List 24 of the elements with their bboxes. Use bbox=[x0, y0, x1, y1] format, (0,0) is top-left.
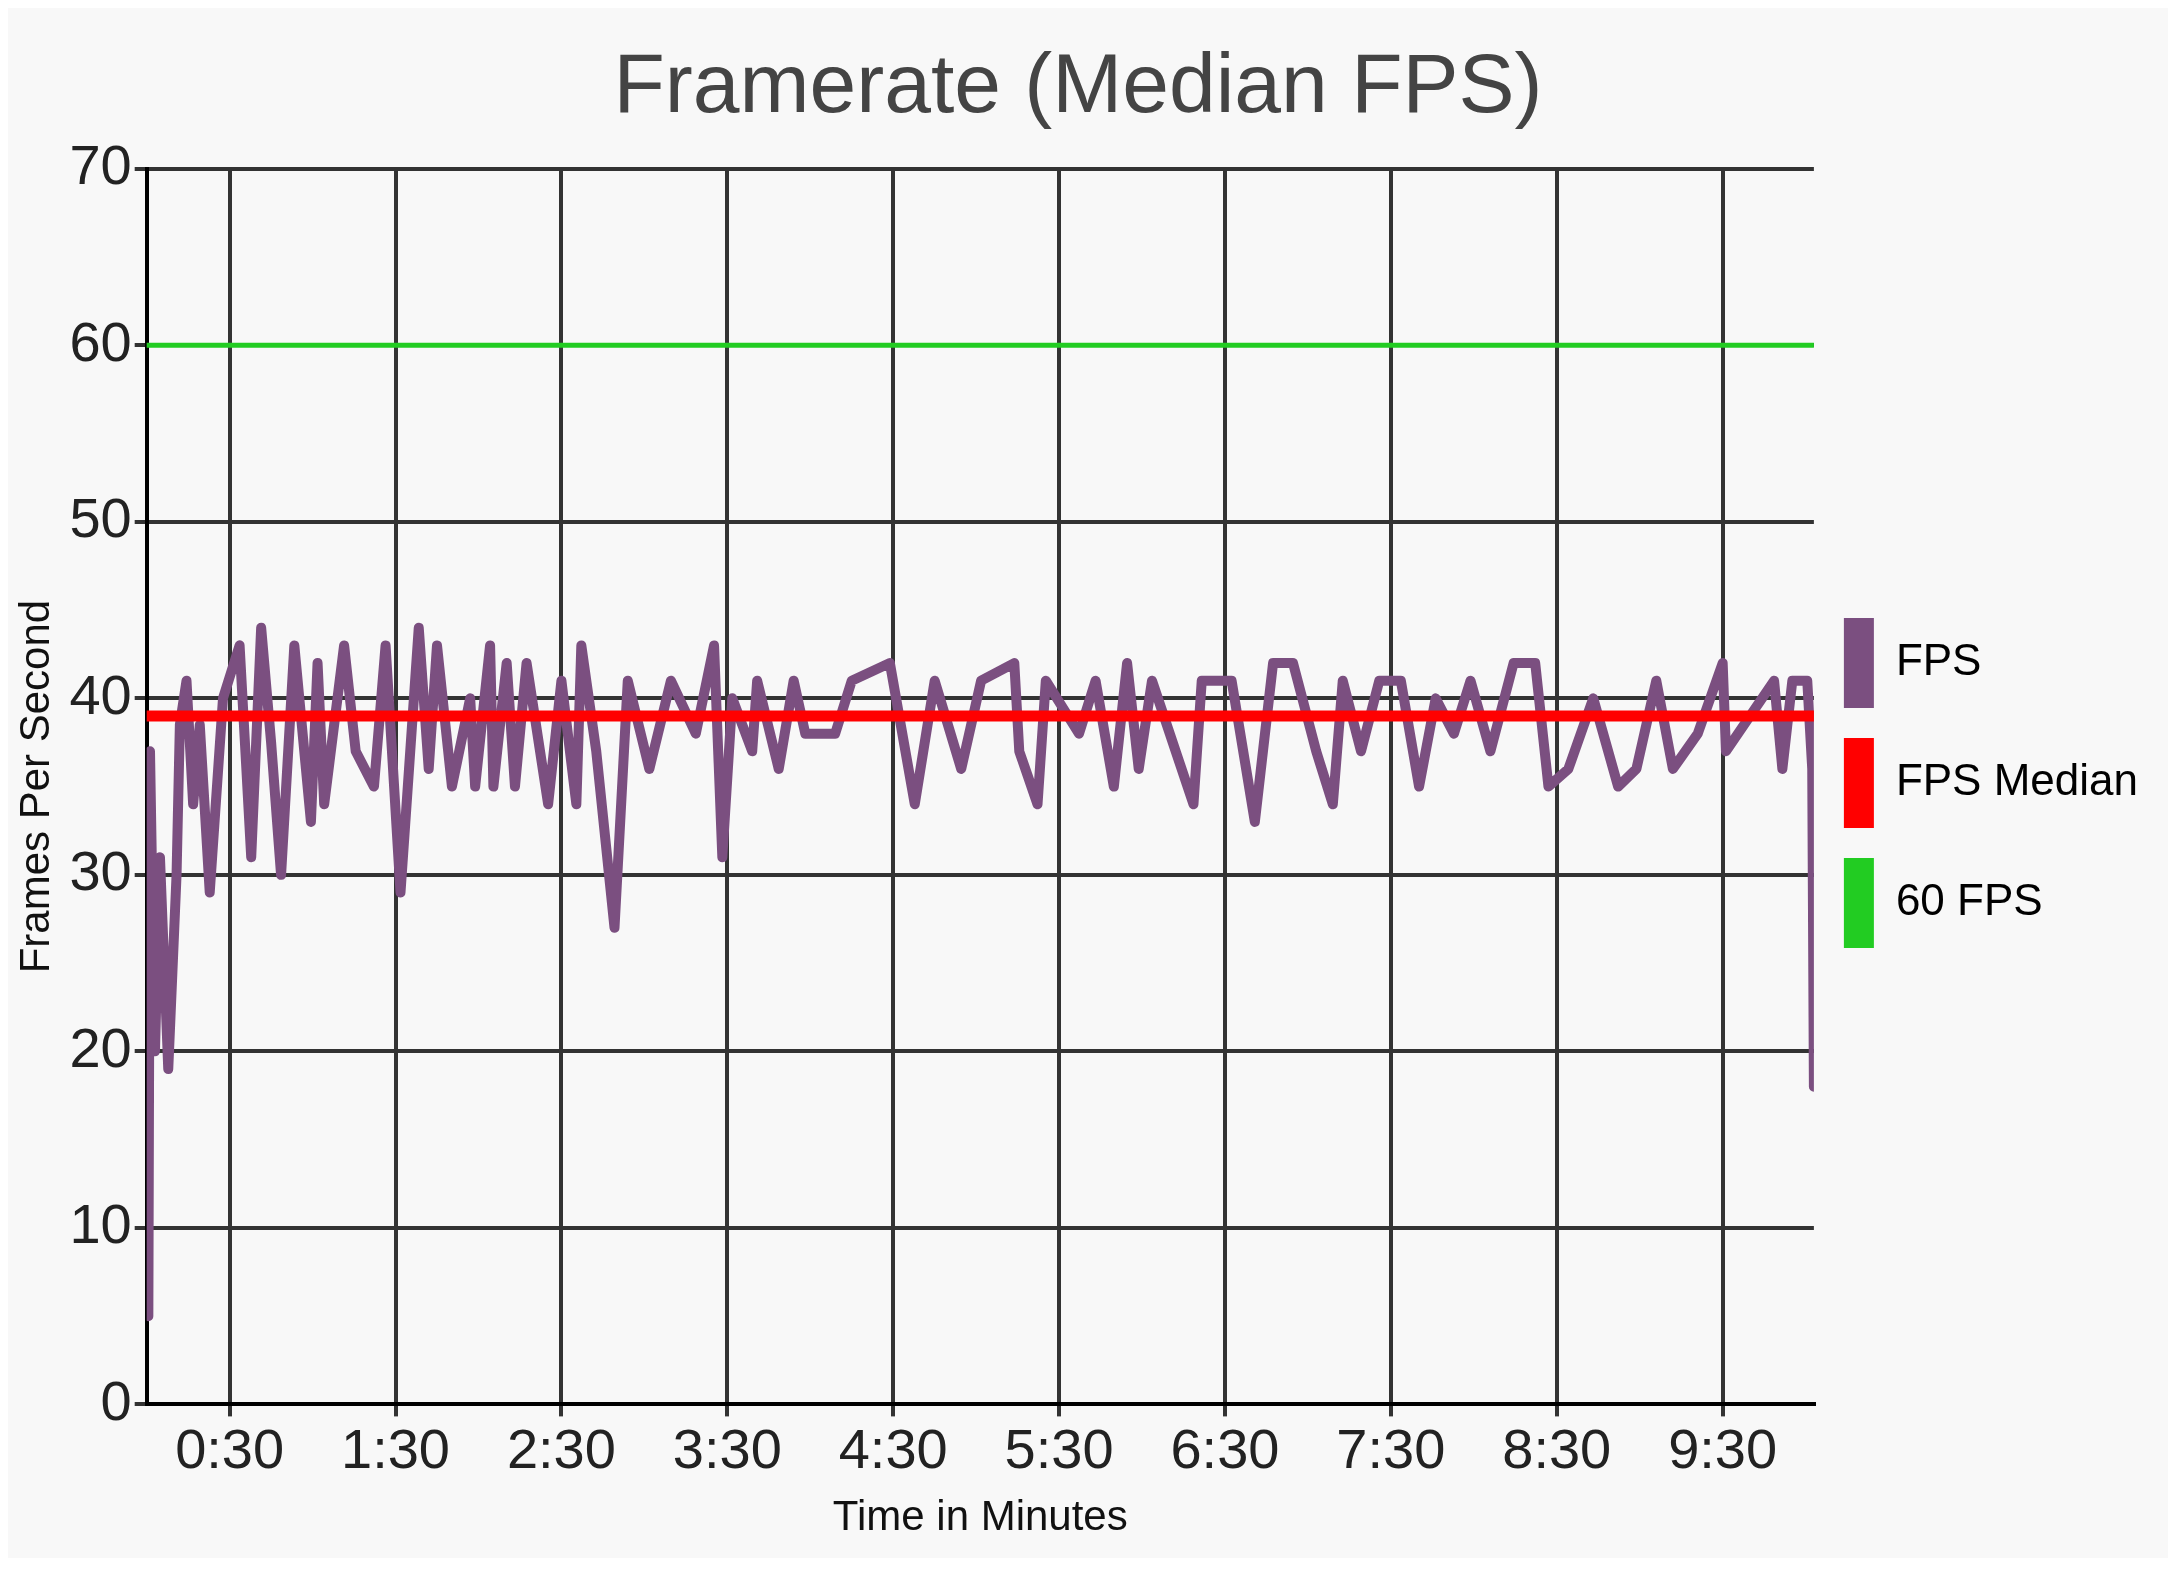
x-tick-label: 0:30 bbox=[175, 1417, 285, 1481]
x-tick-label: 9:30 bbox=[1668, 1417, 1778, 1481]
y-axis-title: Frames Per Second bbox=[10, 599, 58, 974]
legend-label: FPS bbox=[1895, 635, 1982, 685]
x-axis-title: Time in Minutes bbox=[832, 1492, 1128, 1540]
x-tick-label: 4:30 bbox=[838, 1417, 948, 1481]
x-tick-label: 2:30 bbox=[506, 1417, 616, 1481]
y-tick-label: 40 bbox=[69, 662, 132, 726]
legend-label: FPS Median bbox=[1895, 755, 2138, 805]
legend-label: 60 FPS bbox=[1895, 875, 2043, 925]
x-tick-label: 8:30 bbox=[1502, 1417, 1612, 1481]
x-tick-label: 5:30 bbox=[1004, 1417, 1114, 1481]
y-tick-label: 20 bbox=[69, 1015, 132, 1079]
x-tick-label: 7:30 bbox=[1336, 1417, 1446, 1481]
y-tick-label: 10 bbox=[69, 1192, 132, 1256]
y-tick-label: 70 bbox=[69, 133, 132, 197]
y-tick-label: 50 bbox=[69, 486, 132, 550]
x-tick-label: 6:30 bbox=[1170, 1417, 1280, 1481]
x-tick-label: 3:30 bbox=[672, 1417, 782, 1481]
y-tick-label: 0 bbox=[100, 1368, 132, 1432]
y-tick-label: 60 bbox=[69, 309, 132, 373]
y-tick-label: 30 bbox=[69, 839, 132, 903]
x-tick-label: 1:30 bbox=[341, 1417, 451, 1481]
chart-title: Framerate (Median FPS) bbox=[613, 35, 1543, 130]
